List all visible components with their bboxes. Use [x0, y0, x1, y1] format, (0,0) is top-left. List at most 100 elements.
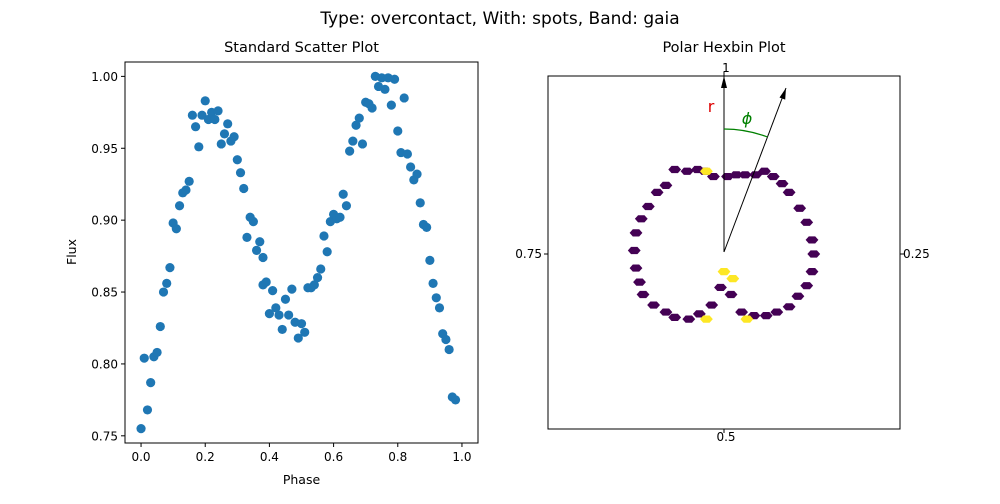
scatter-point [402, 149, 412, 159]
scatter-point [284, 310, 294, 320]
scatter-x-tick-label: 0.6 [324, 450, 343, 464]
polar-hexbin-cell [633, 278, 646, 286]
figure-suptitle: Type: overcontact, With: spots, Band: ga… [319, 9, 679, 29]
polar-hexbin-cell [627, 246, 641, 255]
polar-hexbin-cell [800, 282, 814, 290]
scatter-point [393, 126, 403, 136]
polar-panel: Polar Hexbin Plot r ϕ 1 0.25 0.5 0.75 [515, 40, 929, 444]
scatter-axes-frame [124, 61, 479, 444]
scatter-point [181, 185, 191, 195]
polar-hexbin-cell [775, 180, 789, 188]
polar-hexbin-cell [636, 290, 650, 299]
scatter-x-tick-label: 0.2 [196, 450, 215, 464]
polar-hexbin-cell [714, 283, 727, 292]
scatter-y-label: Flux [64, 239, 79, 265]
scatter-y-tick-label: 0.90 [91, 214, 118, 228]
polar-hexbin-cell [735, 308, 748, 316]
scatter-point [219, 129, 230, 139]
scatter-point [200, 96, 210, 106]
scatter-point [380, 84, 390, 94]
scatter-point [377, 73, 387, 83]
polar-hexbin-cell [758, 167, 771, 175]
scatter-y-tick-label: 0.85 [91, 286, 118, 300]
scatter-y-tick-label: 0.95 [91, 142, 118, 156]
scatter-point [216, 139, 226, 149]
scatter-point [415, 198, 425, 208]
scatter-point [264, 309, 275, 319]
scatter-point [434, 303, 445, 313]
scatter-x-tick-label: 0.0 [131, 450, 150, 464]
scatter-point [191, 122, 201, 132]
polar-angle-arc [723, 128, 768, 138]
scatter-point [296, 319, 307, 329]
polar-theta-label-top: 1 [722, 61, 730, 75]
scatter-point [412, 169, 422, 179]
scatter-point [146, 378, 156, 388]
scatter-point [139, 353, 149, 363]
scatter-point [441, 334, 451, 345]
polar-hexbin-cell [726, 275, 740, 283]
polar-hexbin-cell [791, 292, 805, 300]
scatter-point [367, 103, 377, 113]
polar-hexbin-cell [680, 167, 694, 175]
scatter-x-tick-label: 1.0 [452, 450, 471, 464]
scatter-point [277, 324, 287, 335]
scatter-point [142, 405, 153, 415]
scatter-x-tick-label: 0.8 [388, 450, 407, 464]
polar-hexbin-cell [770, 308, 784, 316]
polar-theta-label-left: 0.75 [515, 247, 542, 261]
polar-zero-axis-arrowhead [721, 76, 727, 88]
polar-hexbin-cell [740, 315, 754, 323]
scatter-point [274, 310, 284, 320]
polar-hexbin-cell [705, 301, 719, 309]
polar-hexbin-cell [659, 308, 673, 316]
scatter-points [136, 71, 461, 434]
polar-hexbin-cell [805, 236, 819, 244]
scatter-point [242, 232, 252, 243]
polar-hexbin-cell [647, 301, 660, 309]
scatter-point [341, 201, 352, 211]
scatter-point [338, 189, 348, 199]
scatter-point [431, 293, 441, 303]
scatter-point [213, 106, 223, 116]
scatter-point [287, 284, 297, 294]
scatter-point [158, 287, 169, 297]
polar-hexbin-cell [692, 310, 706, 318]
scatter-point [223, 119, 233, 129]
scatter-y-ticks: 0.75 0.80 0.85 0.90 0.95 1.00 [91, 70, 125, 443]
polar-r-annotation: r [708, 97, 715, 116]
scatter-point [406, 162, 416, 172]
scatter-point [335, 212, 345, 222]
polar-hexbin-cell [700, 315, 713, 323]
polar-hexbin-cell [782, 303, 796, 311]
scatter-point [399, 93, 409, 103]
scatter-point [345, 146, 355, 156]
scatter-y-tick-label: 0.75 [91, 429, 118, 443]
polar-hexbin-cell [668, 165, 682, 174]
polar-hexbin-cell [634, 215, 648, 223]
polar-hexbin-cell [759, 312, 773, 320]
polar-phi-annotation: ϕ [742, 109, 753, 128]
scatter-point [162, 278, 172, 289]
scatter-x-ticks: 0.0 0.2 0.4 0.6 0.8 1.0 [131, 443, 472, 464]
scatter-point [309, 280, 319, 290]
scatter-point [268, 286, 278, 296]
scatter-panel: Standard Scatter Plot 0.0 0.2 0.4 0.6 0.8 1.0… [64, 40, 479, 487]
scatter-point [348, 136, 358, 146]
scatter-point [165, 262, 175, 273]
scatter-x-tick-label: 0.4 [260, 450, 279, 464]
scatter-point [422, 222, 432, 232]
scatter-y-tick-label: 0.80 [91, 357, 118, 371]
scatter-point [171, 224, 181, 234]
scatter-point [210, 114, 220, 125]
scatter-y-tick-label: 1.00 [91, 70, 118, 84]
scatter-point [450, 395, 461, 405]
scatter-point [444, 344, 454, 355]
scatter-point [351, 120, 361, 130]
polar-hexbin-cell [659, 181, 673, 189]
polar-hexbin-cell [629, 264, 643, 272]
scatter-point [255, 237, 265, 247]
scatter-point [300, 327, 310, 337]
polar-hexbin-cell [807, 250, 821, 258]
